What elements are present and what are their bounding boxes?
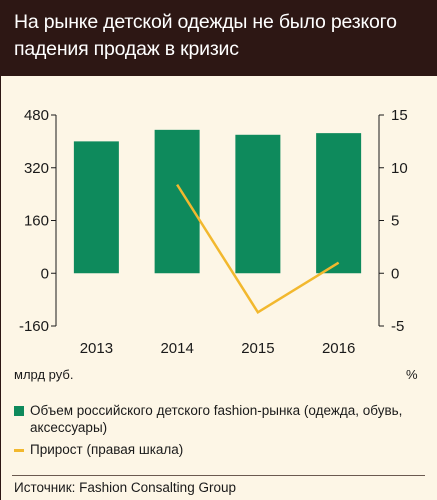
right-tick-label: -5 [391, 318, 404, 335]
bar-2015 [235, 134, 281, 274]
left-tick-label: 160 [24, 213, 49, 230]
left-tick-label: 480 [24, 107, 49, 124]
chart-legend: Объем российского детского fashion-рынка… [14, 402, 424, 463]
bar-2014 [154, 129, 200, 274]
legend-item-bar: Объем российского детского fashion-рынка… [14, 402, 424, 436]
legend-label-line: Прирост (правая шкала) [30, 442, 184, 457]
x-tick-label-2013: 2013 [80, 340, 113, 357]
right-tick-label: 15 [391, 107, 408, 124]
legend-swatch-bar [14, 406, 24, 416]
right-axis-unit: % [406, 367, 418, 382]
legend-swatch-line [14, 449, 24, 452]
chart-header: На рынке детской одежды не было резкого … [0, 0, 437, 76]
left-tick-label: 0 [41, 265, 49, 282]
right-tick-label: 5 [391, 213, 399, 230]
legend-label-bar: Объем российского детского fashion-рынка… [30, 403, 403, 435]
frame-left-border [0, 76, 1, 500]
chart-canvas: 480 320 160 0 -160 15 10 5 0 -5 2013 2014 2015 2016 [19, 107, 408, 357]
x-tick-label-2014: 2014 [160, 340, 193, 357]
bar-2013 [73, 141, 119, 274]
left-tick-label: -160 [19, 318, 49, 335]
x-tick-label-2015: 2015 [241, 340, 274, 357]
source-divider [12, 475, 425, 476]
x-tick-label-2016: 2016 [322, 340, 355, 357]
chart-title: На рынке детской одежды не было резкого … [14, 11, 397, 60]
source-note: Источник: Fashion Consalting Group [14, 480, 236, 495]
legend-item-line: Прирост (правая шкала) [14, 441, 424, 458]
right-tick-label: 10 [391, 160, 408, 177]
left-tick-label: 320 [24, 160, 49, 177]
right-tick-label: 0 [391, 265, 399, 282]
left-axis-unit: млрд руб. [14, 367, 74, 382]
bar-2016 [316, 133, 362, 274]
